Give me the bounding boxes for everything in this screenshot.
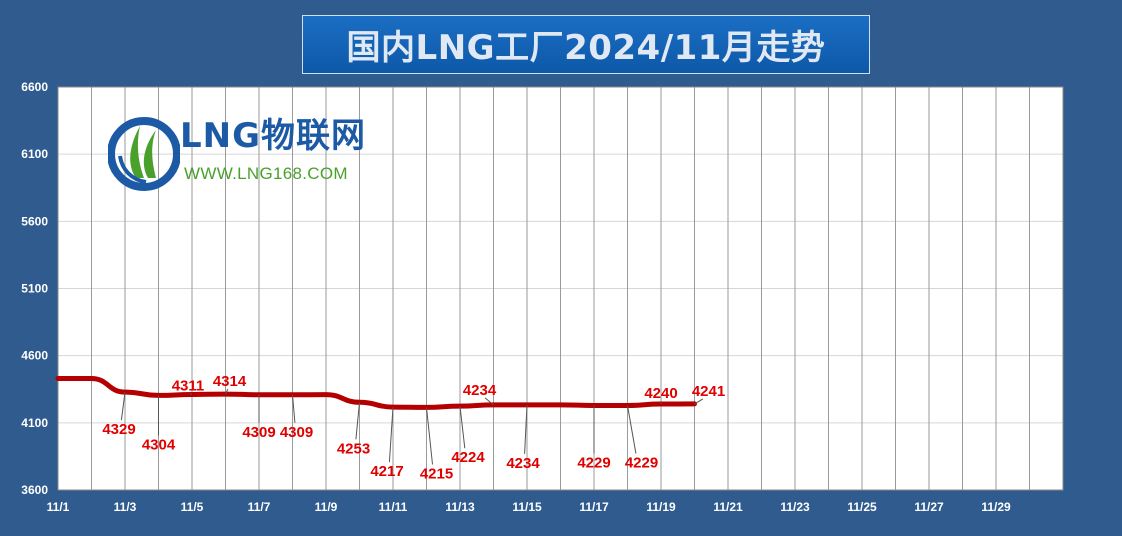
x-tick-label: 11/25 <box>847 500 877 514</box>
price-series <box>55 376 697 410</box>
data-label: 4217 <box>370 463 403 480</box>
data-label: 4224 <box>451 449 485 466</box>
data-label-leader <box>292 394 296 423</box>
series-line <box>55 376 697 410</box>
data-label: 4215 <box>420 465 453 482</box>
data-label-leader <box>189 393 193 395</box>
chart-title-box: 国内LNG工厂2024/11月走势 <box>302 15 870 74</box>
lng-logo-icon <box>108 117 180 191</box>
y-tick-label: 3600 <box>21 483 48 497</box>
data-label-leader <box>225 388 229 395</box>
x-axis-ticks: 11/1 11/3 11/5 11/7 11/9 11/11 11/13 11/15 11/17… <box>47 500 1011 514</box>
data-label-leader <box>524 404 528 454</box>
x-tick-label: 11/15 <box>512 500 542 514</box>
x-tick-label: 11/19 <box>646 500 676 514</box>
y-tick-label: 6600 <box>21 80 48 94</box>
data-label-leader <box>627 405 637 454</box>
x-tick-label: 11/9 <box>315 500 338 514</box>
x-tick-label: 11/21 <box>713 500 743 514</box>
x-tick-label: 11/27 <box>914 500 944 514</box>
data-label-leader <box>426 407 433 465</box>
logo-website-text: WWW.LNG168.COM <box>184 164 348 183</box>
y-tick-label: 6100 <box>21 147 48 161</box>
data-label-leader <box>355 402 360 440</box>
data-label: 4314 <box>213 373 247 390</box>
lng-logo: LNG物联网 WWW.LNG168.COM <box>108 116 408 192</box>
x-tick-label: 11/5 <box>181 500 204 514</box>
x-tick-label: 11/17 <box>579 500 609 514</box>
data-label-leader <box>120 392 126 421</box>
data-label: 4304 <box>142 436 176 453</box>
x-tick-label: 11/29 <box>981 500 1011 514</box>
y-axis-ticks: 3600 4100 4600 5100 5600 6100 6600 <box>21 80 48 497</box>
data-label: 4253 <box>337 440 370 457</box>
data-label: 4309 <box>242 424 275 441</box>
data-label: 4241 <box>692 383 725 400</box>
x-tick-label: 11/7 <box>248 500 271 514</box>
logo-brand-text: LNG物联网 <box>180 116 367 156</box>
y-tick-label: 4100 <box>21 416 48 430</box>
data-label-leader <box>459 406 466 449</box>
data-point <box>324 393 328 397</box>
data-point <box>56 377 60 381</box>
x-tick-label: 11/1 <box>47 500 70 514</box>
data-label: 4311 <box>172 377 205 394</box>
x-tick-label: 11/13 <box>445 500 475 514</box>
data-label: 4309 <box>280 424 313 441</box>
data-label-leader <box>694 398 704 405</box>
y-tick-label: 5600 <box>21 214 48 228</box>
x-tick-label: 11/23 <box>780 500 810 514</box>
data-label-leader <box>484 397 494 406</box>
data-label-leader <box>388 407 394 463</box>
grid-lines <box>57 86 1064 491</box>
data-label: 4234 <box>506 455 540 472</box>
data-point <box>90 377 93 381</box>
plot-border <box>57 86 1064 491</box>
y-tick-label: 5100 <box>21 282 48 296</box>
y-tick-label: 4600 <box>21 349 48 363</box>
data-label: 4229 <box>625 455 658 472</box>
data-point <box>559 403 562 407</box>
data-label: 4329 <box>102 421 135 438</box>
x-tick-label: 11/11 <box>379 500 408 514</box>
data-label: 4240 <box>644 385 677 402</box>
data-label: 4234 <box>463 382 497 399</box>
data-label: 4229 <box>577 455 610 472</box>
x-tick-label: 11/3 <box>114 500 137 514</box>
chart-title: 国内LNG工厂2024/11月走势 <box>346 28 826 68</box>
